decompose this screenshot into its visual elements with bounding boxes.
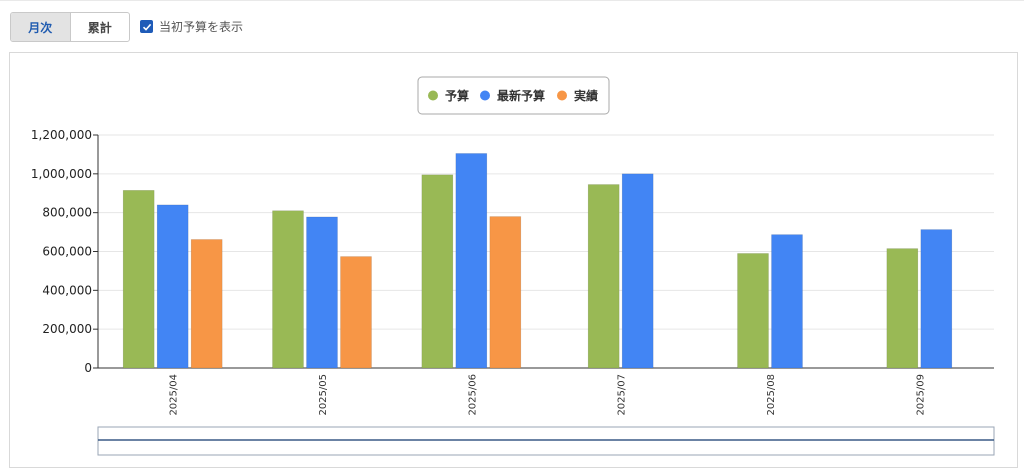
- x-tick-label: 2025/08: [766, 374, 777, 416]
- legend: [417, 76, 610, 115]
- bar[interactable]: [156, 204, 189, 369]
- y-tick-label: 0: [84, 361, 92, 375]
- bar[interactable]: [737, 253, 769, 369]
- y-tick-label: 800,000: [42, 206, 92, 220]
- bar[interactable]: [306, 216, 338, 369]
- bar[interactable]: [771, 234, 803, 369]
- y-tick-label: 1,200,000: [31, 128, 92, 142]
- legend-label[interactable]: 最新予算: [497, 88, 545, 103]
- y-tick-label: 200,000: [42, 322, 92, 336]
- bar[interactable]: [272, 210, 304, 369]
- navigator[interactable]: [97, 426, 995, 456]
- top-divider: [0, 0, 1024, 1]
- chart-panel: 0 200,000 400,000 600,000 800,000 1,000,000 1,…: [9, 52, 1018, 468]
- bar[interactable]: [920, 229, 953, 369]
- checkmark-icon: [142, 23, 151, 31]
- bar[interactable]: [455, 153, 488, 369]
- bar[interactable]: [122, 190, 155, 369]
- x-tick-label: 2025/06: [467, 374, 478, 416]
- show-initial-budget-label[interactable]: 当初予算を表示: [159, 20, 244, 34]
- x-tick-label: 2025/09: [915, 374, 926, 416]
- legend-marker: [428, 90, 438, 101]
- bar[interactable]: [621, 173, 654, 369]
- x-tick-label: 2025/07: [617, 374, 628, 416]
- legend-label[interactable]: 予算: [445, 88, 469, 103]
- legend-label[interactable]: 実績: [574, 88, 598, 103]
- tab-cumulative[interactable]: 累計: [87, 20, 112, 35]
- y-tick-label: 600,000: [42, 245, 92, 259]
- bar-chart: 0 200,000 400,000 600,000 800,000 1,000,000 1,…: [31, 76, 995, 456]
- x-tick-label: 2025/04: [169, 374, 180, 416]
- period-toggle: 月次 累計: [10, 12, 130, 42]
- tab-monthly[interactable]: 月次: [11, 13, 71, 41]
- show-initial-budget-checkbox[interactable]: [140, 20, 153, 33]
- y-tick-label: 1,000,000: [31, 167, 92, 181]
- legend-marker: [557, 90, 567, 101]
- x-tick-label: 2025/05: [318, 374, 329, 416]
- show-initial-budget-option: 当初予算を表示: [140, 18, 243, 35]
- y-tick-label: 400,000: [42, 283, 92, 297]
- bar[interactable]: [340, 256, 372, 369]
- bar[interactable]: [421, 174, 454, 369]
- bar[interactable]: [587, 184, 620, 369]
- bar[interactable]: [886, 248, 919, 369]
- legend-marker: [480, 90, 490, 101]
- bar[interactable]: [489, 216, 522, 369]
- bar[interactable]: [190, 239, 223, 369]
